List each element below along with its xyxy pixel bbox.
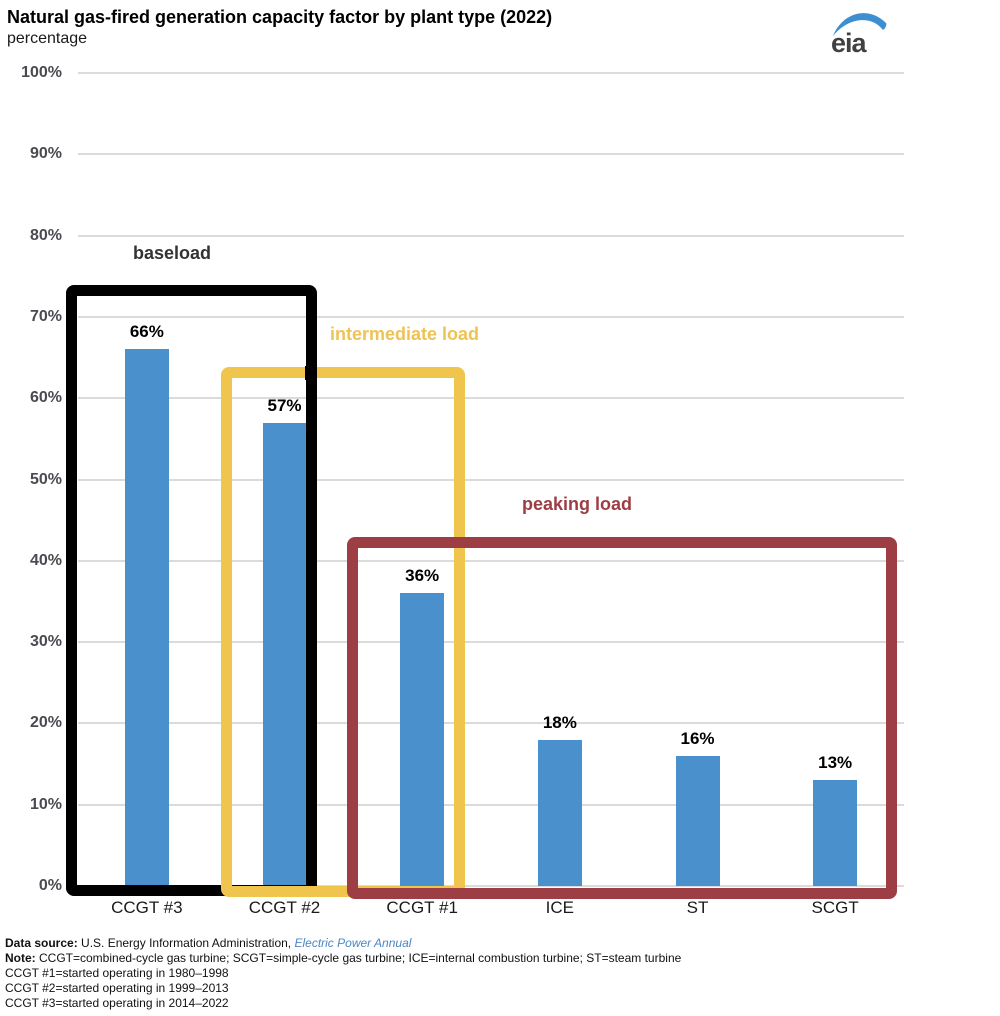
x-tick-label: ICE [545, 898, 574, 917]
y-tick-label: 70% [29, 307, 62, 325]
data-source-text: U.S. Energy Information Administration, [77, 936, 295, 950]
eia-logo-swoosh-icon [833, 13, 887, 36]
gridline [78, 559, 904, 562]
gridline [78, 397, 904, 400]
gridline [78, 153, 904, 156]
bar [262, 422, 307, 886]
page-title: Natural gas-fired generation capacity fa… [7, 7, 553, 27]
gridline [78, 315, 904, 318]
bar-value-label: 13% [818, 753, 853, 773]
bar [813, 780, 858, 886]
annotation-label-intermediate-load: intermediate load [330, 324, 480, 344]
x-tick-label: ST [686, 898, 709, 917]
chart-footer: Data source: U.S. Energy Information Adm… [5, 936, 681, 1011]
annotation-box-peaking-load [347, 537, 897, 899]
gridline [78, 885, 904, 887]
y-tick-label: 0% [38, 877, 62, 894]
x-tick-label: SCGT [811, 898, 859, 917]
y-tick-label: 60% [29, 389, 62, 407]
y-tick-label: 80% [29, 226, 62, 244]
y-tick-label: 40% [29, 551, 62, 569]
data-source-line: Data source: U.S. Energy Information Adm… [5, 936, 681, 951]
gridline [78, 722, 904, 725]
gridline [78, 478, 904, 481]
bar [675, 755, 720, 886]
eia-logo: eia [831, 13, 887, 57]
note-line: Note: CCGT=combined-cycle gas turbine; S… [5, 951, 681, 966]
bar-value-label: 57% [267, 395, 302, 415]
x-tick-label: CCGT #3 [111, 898, 183, 917]
bar-value-label: 18% [542, 712, 577, 732]
annotation-label-peaking-load: peaking load [522, 494, 633, 514]
page-subtitle: percentage [7, 30, 88, 47]
annotation-box-baseload [66, 285, 317, 896]
annotation-label-baseload: baseload [133, 243, 212, 263]
gridline [78, 72, 904, 74]
note-text: CCGT=combined-cycle gas turbine; SCGT=si… [35, 951, 682, 965]
y-tick-label: 90% [29, 145, 62, 163]
note-label: Note: [5, 951, 36, 965]
y-tick-label: 100% [21, 64, 62, 81]
gridline [78, 234, 904, 237]
x-tick-label: CCGT #2 [248, 898, 321, 917]
bar [400, 593, 445, 886]
source-link[interactable]: Electric Power Annual [294, 936, 412, 950]
bar [537, 739, 582, 886]
annotation-box-intermediate-load [221, 367, 465, 897]
bar-value-label: 66% [129, 322, 164, 342]
box-overlap-patch [305, 366, 317, 380]
x-tick-label: CCGT #1 [386, 898, 458, 917]
y-tick-label: 20% [29, 714, 62, 732]
bar-value-label: 36% [405, 566, 440, 586]
bar [124, 349, 169, 886]
footnote-ccgt1: CCGT #1=started operating in 1980–1998 [5, 966, 229, 980]
footnote-ccgt3: CCGT #3=started operating in 2014–2022 [5, 996, 229, 1010]
bar-value-label: 16% [680, 728, 715, 748]
data-source-label: Data source: [5, 936, 78, 950]
y-tick-label: 10% [29, 795, 62, 813]
footnote-ccgt2: CCGT #2=started operating in 1999–2013 [5, 981, 229, 995]
gridline [78, 803, 904, 806]
eia-logo-text: eia [831, 28, 868, 57]
y-tick-label: 50% [29, 470, 62, 488]
y-tick-label: 30% [29, 633, 62, 651]
gridline [78, 641, 904, 644]
